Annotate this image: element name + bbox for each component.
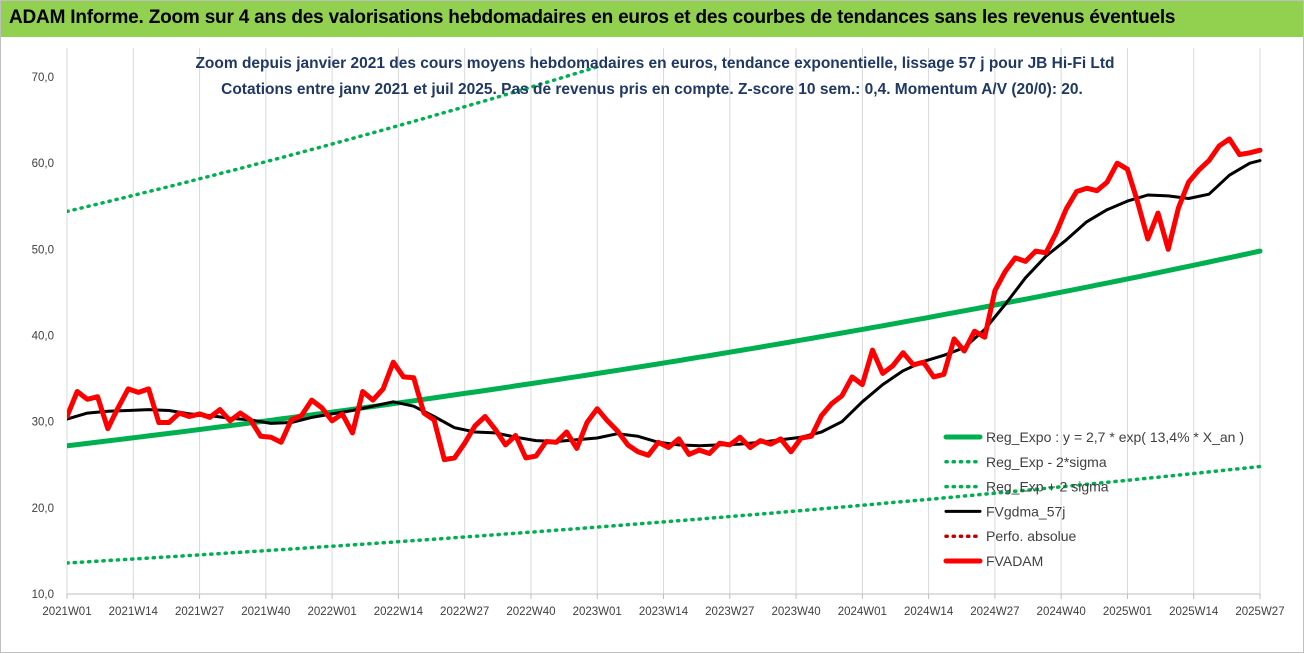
x-tick-label: 2021W40 — [241, 606, 290, 618]
x-tick-label: 2024W01 — [838, 606, 887, 618]
y-tick-label: 70,0 — [32, 72, 54, 84]
x-tick-label: 2023W14 — [639, 606, 689, 618]
axis-layer: 2021W01 2021W14 2021W27 2021W40 2022W01 2022W… — [32, 72, 1285, 618]
report-banner-title: ADAM Informe. Zoom sur 4 ans des valoris… — [9, 7, 1176, 28]
x-tick-label: 2023W40 — [771, 606, 820, 618]
x-tick-label: 2022W01 — [307, 606, 356, 618]
y-tick-label: 30,0 — [32, 417, 54, 429]
y-tick-label: 20,0 — [32, 503, 54, 515]
chart-legend: Reg_Expo : y = 2,7 * exp( 13,4% * X_an )… — [943, 429, 1244, 569]
report-banner: ADAM Informe. Zoom sur 4 ans des valoris… — [1, 1, 1303, 37]
y-tick-label: 40,0 — [32, 331, 54, 343]
series-layer — [67, 67, 1263, 565]
x-tick-label: 2022W14 — [374, 606, 424, 618]
legend-label: FVADAM — [986, 553, 1043, 569]
x-tick-label: 2024W40 — [1037, 606, 1086, 618]
x-tick-label: 2023W01 — [573, 606, 622, 618]
x-tick-label: 2024W14 — [904, 606, 954, 618]
series-line-fvgdma-57j — [67, 159, 1262, 448]
x-tick-label: 2023W27 — [705, 606, 754, 618]
grid-layer — [66, 48, 1261, 594]
chart-subtitle: Cotations entre janv 2021 et juil 2025. … — [221, 81, 1083, 98]
y-tick-label: 60,0 — [32, 158, 54, 170]
legend-label: FVgdma_57j — [986, 503, 1065, 519]
x-tick-label: 2022W27 — [440, 606, 489, 618]
legend-label: Reg_Exp + 2 sigma — [986, 479, 1109, 495]
series-line-reg-exp-2-sigma — [67, 464, 1262, 565]
legend-label: Perfo. absolue — [986, 528, 1076, 544]
x-tick-label: 2021W14 — [109, 606, 159, 618]
y-tick-label: 10,0 — [32, 589, 54, 601]
x-tick-label: 2025W27 — [1235, 606, 1284, 618]
x-tick-label: 2025W01 — [1103, 606, 1152, 618]
x-tick-label: 2024W27 — [970, 606, 1019, 618]
series-line-reg-expo-y-2-7-exp-13-4-x-an — [67, 248, 1263, 449]
x-tick-label: 2021W27 — [175, 606, 224, 618]
chart-title: Zoom depuis janvier 2021 des cours moyen… — [195, 55, 1114, 72]
series-line-fvadam — [67, 136, 1263, 463]
y-tick-label: 50,0 — [32, 244, 54, 256]
x-tick-label: 2025W14 — [1169, 606, 1219, 618]
legend-label: Reg_Exp - 2*sigma — [986, 454, 1107, 470]
x-tick-label: 2022W40 — [506, 606, 555, 618]
x-tick-label: 2021W01 — [42, 606, 91, 618]
legend-label: Reg_Expo : y = 2,7 * exp( 13,4% * X_an ) — [986, 429, 1244, 445]
